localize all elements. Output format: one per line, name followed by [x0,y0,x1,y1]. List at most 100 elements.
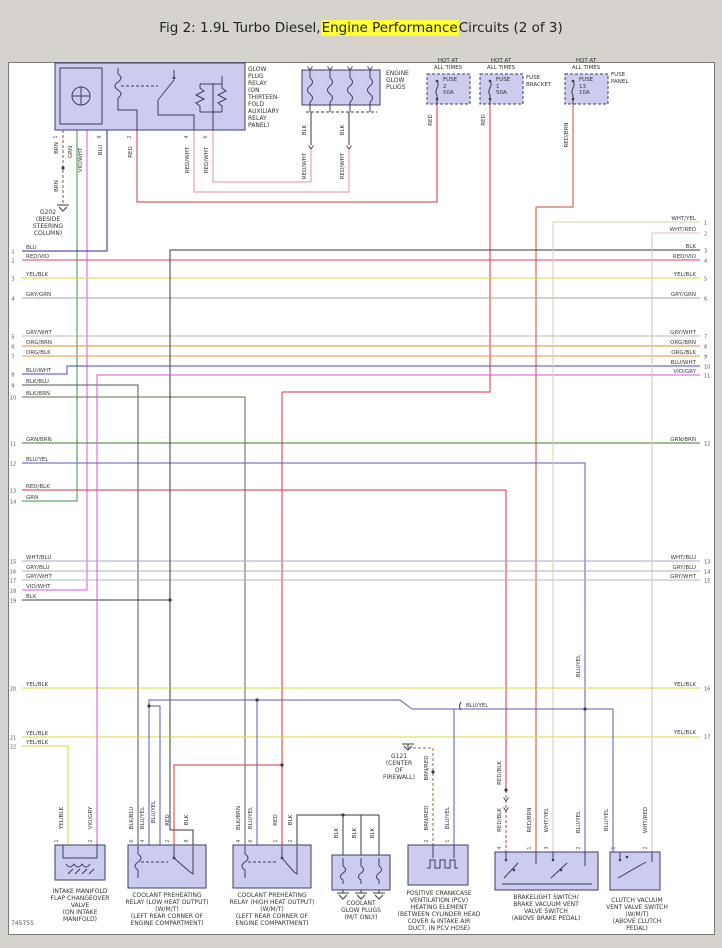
wire-label: BLK [334,827,340,838]
pin-number: 6 [203,135,209,138]
wire-brn-red [408,747,434,846]
switch-dot [618,858,622,862]
right-row-code: GRY/WHT [670,574,697,580]
left-row-code: BLU/WHT [26,368,52,374]
wire-blu-yel [22,462,586,709]
coolant-relay-high-caption: COOLANT PREHEATING RELAY (HIGH HEAT OUTP… [229,892,315,927]
ground-g202-icon [57,204,69,212]
left-row-number: 19 [10,599,16,605]
coolant-glow-plugs-caption: COOLANT GLOW PLUGS (M/T ONLY) [341,900,381,921]
wire-label: BLK/BRN [236,806,242,830]
right-row-code: YEL/BLK [673,682,697,688]
pin-number: 1 [273,839,279,842]
right-row-code: GRY/WHT [670,330,697,336]
heating-element-icon [427,845,458,869]
right-row-number: 12 [704,442,710,448]
splice-label: BLU/YEL [466,703,489,709]
right-row-number: 16 [704,687,710,693]
left-row-code: GRN/BRN [26,437,52,443]
ground-g202-caption: G202 (BESIDE STEERING COLUMN) [32,209,64,237]
fuse-2-box [426,73,471,105]
left-row-number: 21 [10,736,16,742]
solenoid-icon [62,845,98,875]
right-row-number: 14 [704,570,710,576]
connector-arrow-icon [347,66,353,71]
left-row-number: 13 [10,489,16,495]
connector-arrow-icon [503,797,509,802]
fuse-element-icon [488,80,492,104]
left-row-number: 2 [11,259,14,265]
wire-label: RED [165,814,171,826]
pin-number: 1 [445,839,451,842]
glow-plug-relay-caption: GLOW PLUG RELAY (ON THIRTEEN- FOLD AUXIL… [248,66,280,129]
left-row-code: ORG/BLK [26,350,51,356]
title-suffix: Circuits (2 of 3) [458,19,563,36]
coolant-relay-low-caption: COOLANT PREHEATING RELAY (LOW HEAT OUTPU… [125,892,209,927]
fuse-1-box [479,73,524,105]
wire-label: BLU/YEL [576,810,582,833]
left-row-code: GRY/WHT [26,574,53,580]
wire-label: BLU/YEL [248,806,254,829]
relay-resistor-icon [216,84,228,112]
ground-icon [373,892,385,900]
left-row-number: 8 [11,373,14,379]
junction-dot [280,763,284,767]
brakelight-switch-caption: BRAKELIGHT SWITCH/ BRAKE VACUUM VENT VAL… [511,894,581,922]
right-row-number: 9 [704,355,707,361]
pin-number: 8 [184,839,190,842]
wire-label: BRN [54,142,60,154]
left-row-code: GRY/BLU [26,565,50,571]
pin-number: 4 [140,839,146,842]
relay-coil-icon [114,68,138,130]
wire-red-wht [193,130,350,193]
wire-label: RED/BLK [497,808,503,832]
wire-label: RED [481,114,487,126]
wire-label: BLU/YEL [604,808,610,831]
pcv-heating-element-box [407,844,469,886]
wire-label: BLK [288,814,294,825]
fuse-panel-label: FUSE PANEL [611,72,629,85]
wire-grn [22,130,78,502]
engine-glow-plugs-caption: ENGINE GLOW PLUGS [386,70,409,91]
diagram-frame [8,62,715,935]
clutch-switch-caption: CLUTCH VACUUM VENT VALVE SWITCH (W/M/T) … [606,897,668,932]
connector-arrow-icon [346,145,352,150]
coolant-relay-low-box [127,844,207,889]
wire-red [136,104,438,203]
right-row-code: GRY/GRN [671,292,696,298]
left-row-number: 1 [11,250,14,256]
ground-icon [355,892,367,900]
right-row-code: GRN/BRN [670,437,696,443]
diagram-number: 745755 [11,920,34,927]
left-row-code: ORG/BRN [26,340,52,346]
engine-glow-plugs-box [301,69,381,106]
splice-hook-icon [459,701,462,711]
left-row-number: 12 [10,462,16,468]
pin-number: 1 [54,839,60,842]
wire-label: RED/WHT [204,146,210,173]
junction-dot [431,770,435,774]
wire-label: BRN/RED [424,805,430,830]
wire-blk-brn [22,396,246,846]
left-row-number: 17 [10,579,16,585]
wire-label: WHT/RED [643,807,649,833]
wire-label: RED/BRN [527,807,533,832]
pin-number: 2 [643,846,649,849]
right-row-code: BLK [686,244,697,250]
pin-number: 3 [544,846,550,849]
left-row-number: 16 [10,570,16,576]
right-row-number: 15 [704,579,710,585]
pin-number: 2 [576,846,582,849]
left-row-code: RED/BLK [26,484,50,490]
right-row-code: YEL/BLK [673,730,697,736]
wire-label: RED/WHT [340,152,346,179]
left-row-number: 7 [11,355,14,361]
left-row-code: BLK/BRN [26,391,50,397]
wire-red-blk [22,489,507,790]
glow-plug-icon [347,70,353,112]
wire-red-brn [535,104,574,852]
wire-label: BLK/BLU [129,807,135,830]
wire-label: RED [128,146,134,158]
fuse13-header: HOT AT ALL TIMES [571,58,601,71]
